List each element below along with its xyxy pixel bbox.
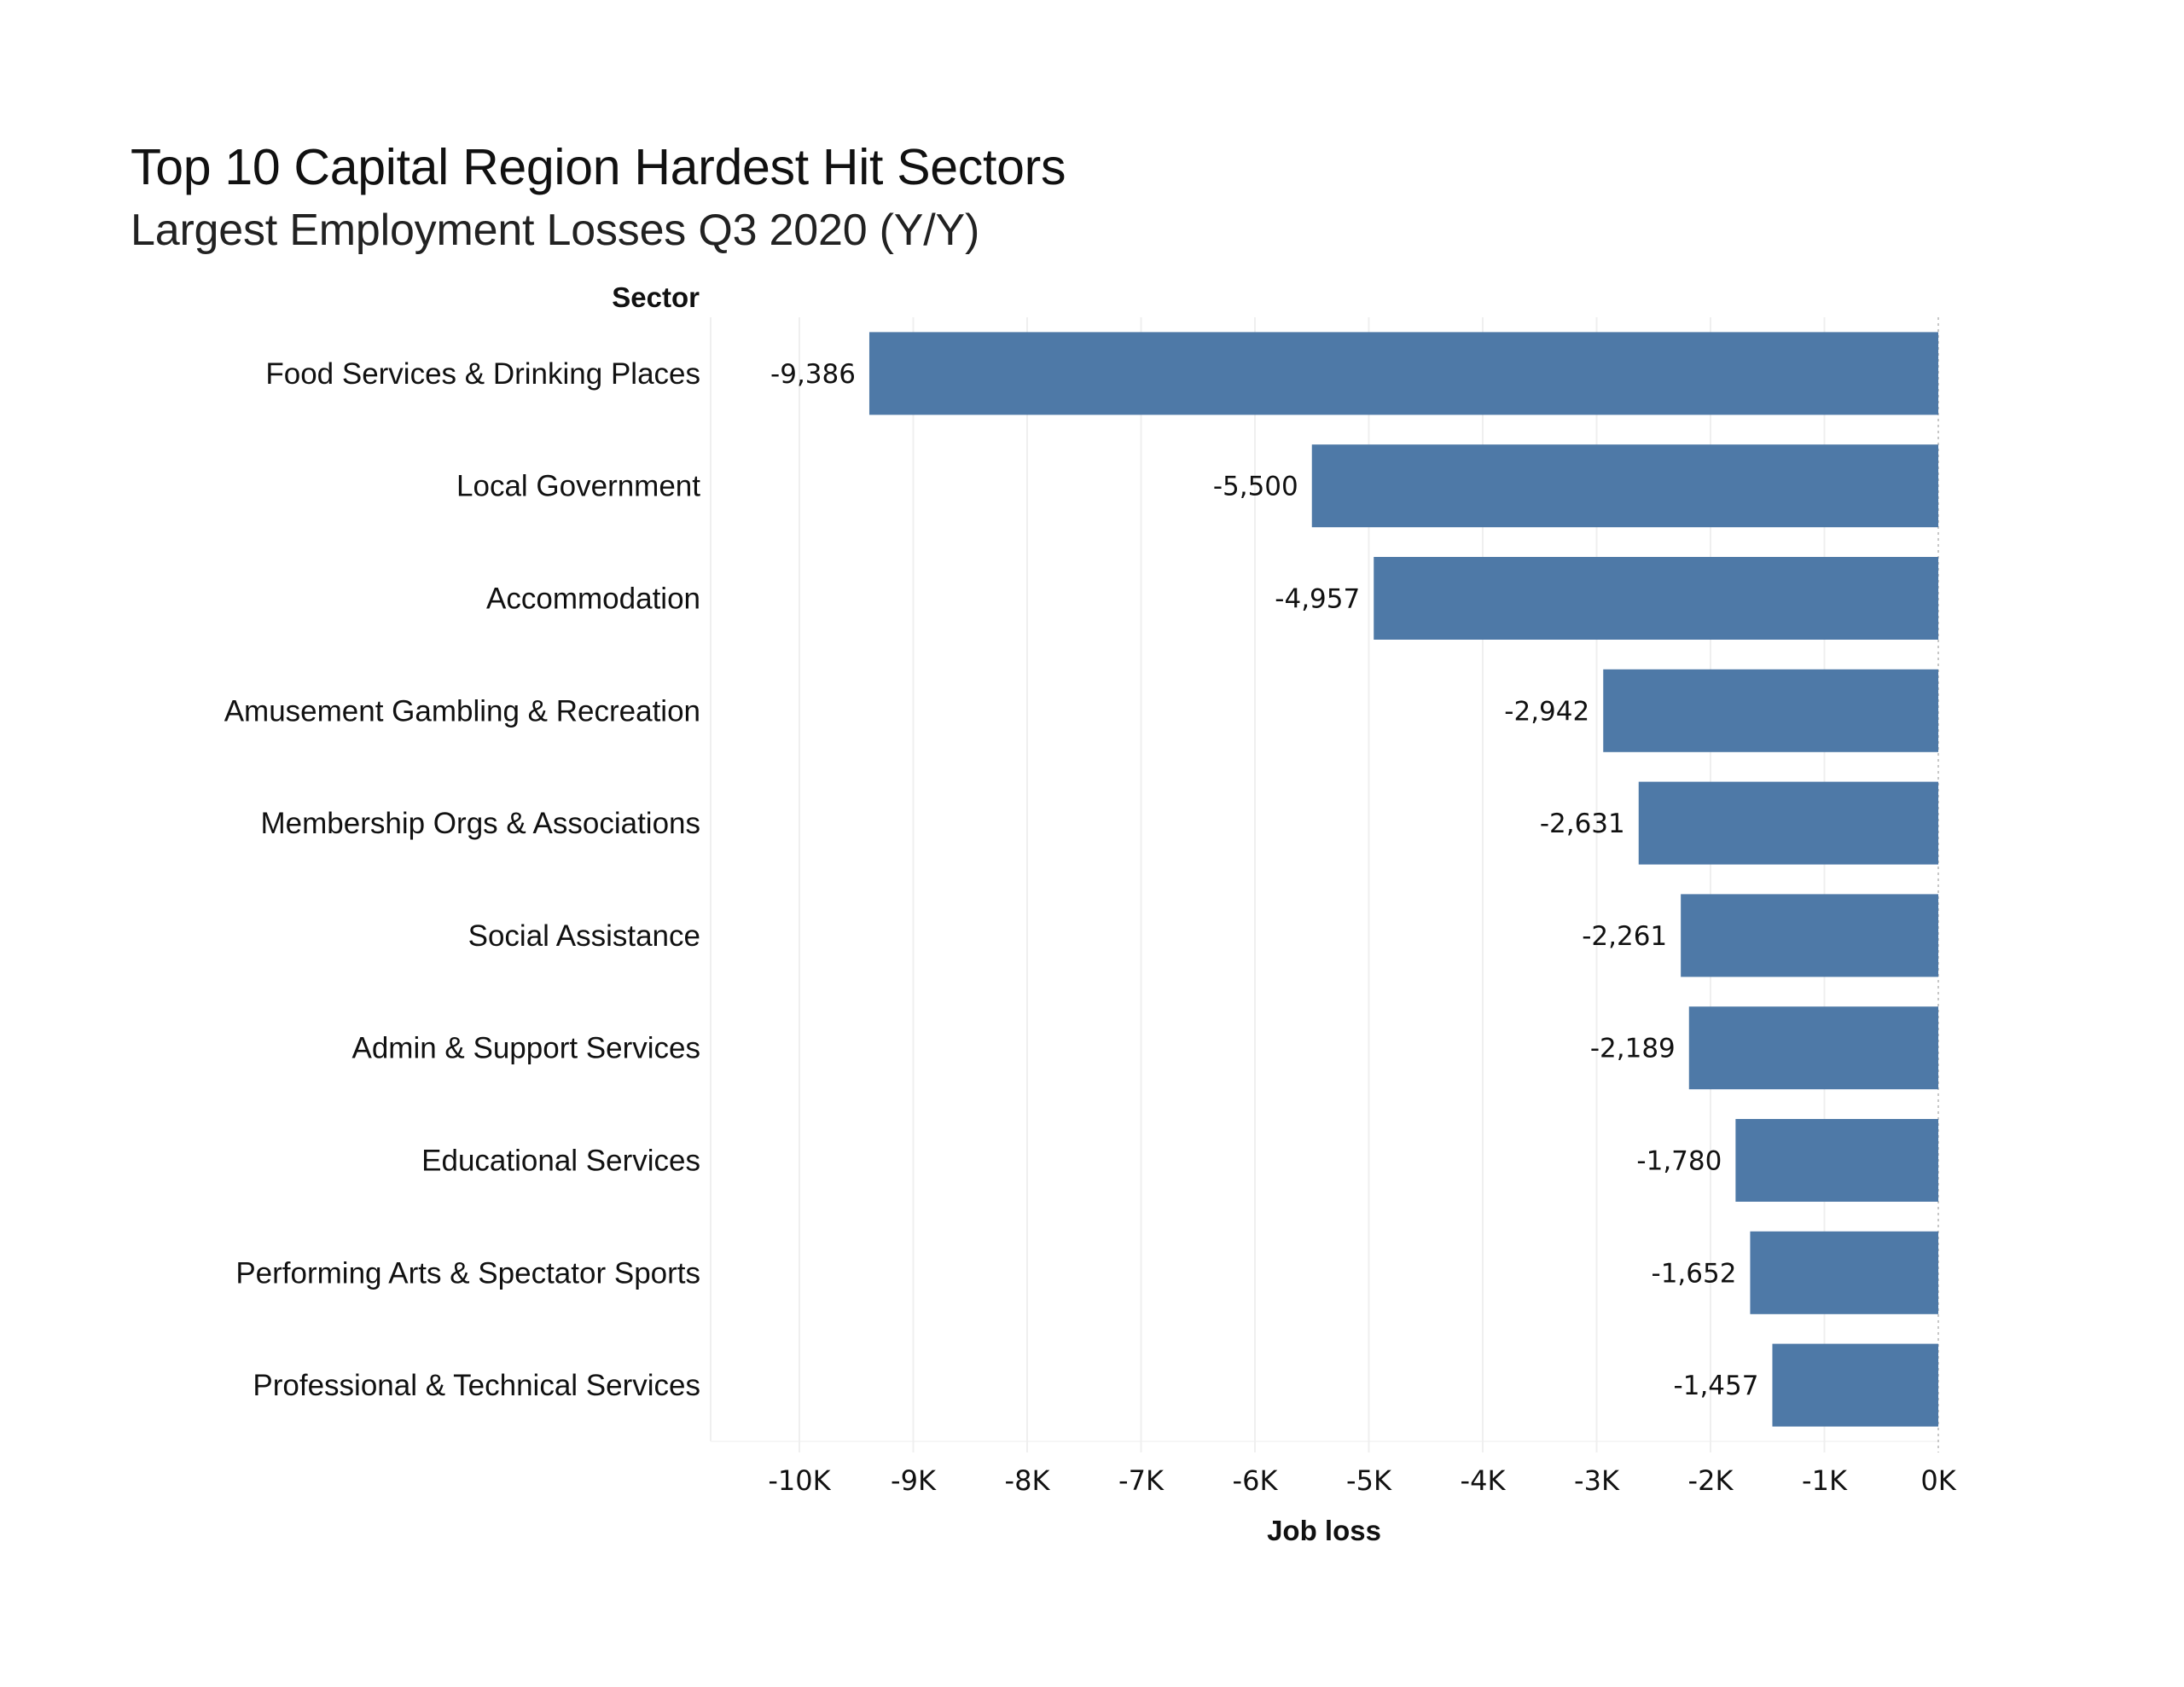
category-label: Amusement Gambling & Recreation (224, 694, 700, 728)
category-label: Professional & Technical Services (253, 1369, 700, 1402)
x-tick-label: -2K (1688, 1464, 1734, 1497)
x-tick-label: 0K (1920, 1464, 1956, 1497)
category-label: Educational Services (421, 1145, 700, 1178)
category-label: Membership Orgs & Associations (261, 807, 700, 840)
bar[interactable] (1311, 444, 1938, 528)
x-tick-label: -6K (1233, 1464, 1279, 1497)
bar[interactable] (1750, 1231, 1938, 1314)
category-label: Performing Arts & Spectator Sports (235, 1256, 700, 1290)
bar[interactable] (1681, 894, 1938, 977)
x-tick-label: -4K (1461, 1464, 1507, 1497)
value-label: -9,386 (770, 359, 856, 390)
bar[interactable] (868, 332, 1938, 415)
value-label: -2,261 (1582, 921, 1667, 952)
category-label: Admin & Support Services (351, 1032, 700, 1065)
bars (868, 332, 1938, 1427)
x-tick-label: -8K (1005, 1464, 1051, 1497)
x-tick-label: -9K (891, 1464, 937, 1497)
bar[interactable] (1603, 669, 1938, 752)
value-label: -1,780 (1636, 1146, 1722, 1177)
x-tick-label: -3K (1574, 1464, 1620, 1497)
category-label: Local Government (456, 470, 700, 503)
bar[interactable] (1772, 1343, 1938, 1427)
x-tick-label: -5K (1346, 1464, 1392, 1497)
x-tick-label: -10K (768, 1464, 831, 1497)
gridlines (710, 317, 1939, 1452)
x-tick-label: -7K (1118, 1464, 1165, 1497)
value-labels: -9,386 -5,500 -4,957 -2,942 -2,631 -2,261 -2,1… (770, 359, 1758, 1401)
x-axis-ticks: -10K -9K -8K -7K -6K -5K -4K -3K -2K -1K 0K (768, 1464, 1956, 1497)
value-label: -2,189 (1590, 1034, 1676, 1064)
category-label: Accommodation (486, 583, 700, 616)
value-label: -4,957 (1275, 584, 1360, 615)
category-label: Food Services & Drinking Places (265, 357, 700, 391)
category-labels: Food Services & Drinking Places Local Gov… (224, 357, 701, 1402)
value-label: -2,942 (1504, 696, 1589, 727)
chart-subtitle: Largest Employment Losses Q3 2020 (Y/Y) (131, 206, 980, 255)
y-axis-title: Sector (612, 281, 700, 313)
value-label: -5,500 (1213, 472, 1298, 502)
x-tick-label: -1K (1802, 1464, 1848, 1497)
bar[interactable] (1688, 1006, 1938, 1090)
bar[interactable] (1638, 781, 1938, 865)
value-label: -1,457 (1674, 1371, 1759, 1401)
value-label: -2,631 (1540, 809, 1625, 839)
bar[interactable] (1735, 1119, 1938, 1202)
chart-title: Top 10 Capital Region Hardest Hit Sector… (131, 139, 1066, 195)
category-label: Social Assistance (468, 919, 700, 953)
value-label: -1,652 (1652, 1258, 1737, 1289)
bar[interactable] (1374, 557, 1938, 640)
x-axis-title: Job loss (1267, 1515, 1381, 1546)
